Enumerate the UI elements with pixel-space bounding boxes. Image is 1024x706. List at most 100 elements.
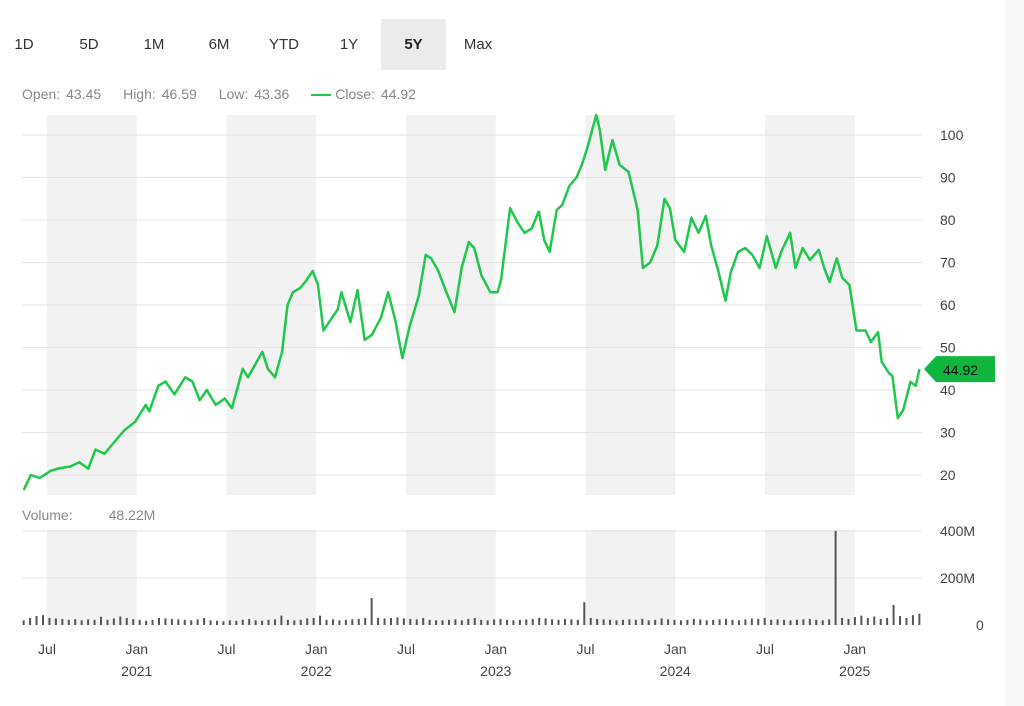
volume-bar	[280, 615, 283, 625]
volume-bar	[725, 618, 728, 625]
volume-bar	[364, 617, 367, 625]
y-tick-label: 80	[940, 212, 956, 228]
x-tick-label: Jan	[305, 641, 328, 657]
volume-tick-label: 0	[976, 617, 984, 633]
volume-bar	[518, 619, 521, 625]
volume-bar	[589, 617, 592, 625]
volume-bar	[679, 620, 682, 625]
volume-bar	[499, 618, 502, 625]
volume-bar	[847, 618, 850, 625]
open-value: 43.45	[66, 86, 102, 102]
volume-bar	[228, 620, 231, 625]
volume-bar	[873, 616, 876, 625]
ohlc-readout: Open: 43.45 High: 46.59 Low: 43.36 Close: 44…	[22, 86, 422, 102]
volume-bar	[293, 620, 296, 625]
volume-bar	[538, 617, 541, 625]
volume-bar	[325, 619, 328, 625]
volume-bar	[602, 619, 605, 625]
volume-bar	[737, 620, 740, 625]
volume-bar	[331, 619, 334, 625]
volume-bar	[692, 618, 695, 625]
volume-bar	[641, 618, 644, 625]
volume-bar	[467, 618, 470, 625]
volume-bar	[879, 618, 882, 625]
last-price-label: 44.92	[943, 362, 978, 378]
volume-bar	[918, 613, 921, 625]
volume-bar	[241, 619, 244, 625]
volume-bar	[899, 616, 902, 625]
volume-bar	[125, 617, 128, 625]
y-tick-label: 50	[940, 340, 956, 356]
x-tick-label: Jul	[38, 641, 56, 657]
tab-5y[interactable]: 5Y	[381, 19, 446, 70]
volume-bar	[557, 619, 560, 625]
volume-bar	[660, 618, 663, 625]
volume-bar	[203, 617, 206, 625]
volume-bar	[512, 620, 515, 625]
close-price-line	[22, 113, 921, 491]
volume-bar	[621, 619, 624, 625]
volume-bar	[29, 617, 32, 625]
tab-5d[interactable]: 5D	[79, 36, 99, 53]
volume-bar	[815, 619, 818, 625]
volume-bar	[190, 620, 193, 625]
volume-bar	[615, 620, 618, 625]
volume-bar	[776, 619, 779, 625]
volume-bar	[112, 618, 115, 625]
y-tick-label: 70	[940, 255, 956, 271]
volume-bar	[763, 617, 766, 625]
tab-6m[interactable]: 6M	[208, 36, 230, 53]
volume-bar	[145, 620, 148, 625]
volume-bar	[795, 619, 798, 625]
volume-bar	[428, 619, 431, 625]
volume-bar	[344, 619, 347, 625]
volume-bar	[254, 620, 257, 625]
x-tick-label: Jan	[484, 641, 507, 657]
volume-bar	[267, 619, 270, 625]
volume-bar	[54, 618, 57, 625]
x-tick-year: 2022	[301, 663, 332, 679]
volume-bar	[886, 617, 889, 625]
x-tick-label: Jan	[125, 641, 148, 657]
volume-bar	[164, 618, 167, 625]
volume-bar	[351, 619, 354, 625]
open-label: Open:	[22, 86, 61, 102]
tab-1m[interactable]: 1M	[143, 36, 165, 53]
volume-bar	[628, 619, 631, 625]
volume-bar	[319, 615, 322, 625]
tab-ytd[interactable]: YTD	[269, 36, 299, 53]
volume-tick-label: 200M	[940, 570, 975, 586]
volume-bar	[157, 617, 160, 625]
volume-bar	[828, 619, 831, 625]
x-tick-label: Jul	[218, 641, 236, 657]
volume-bar	[177, 619, 180, 625]
volume-bar	[74, 619, 77, 625]
volume-bar	[377, 617, 380, 625]
tab-max[interactable]: Max	[463, 36, 493, 53]
volume-bar	[654, 619, 657, 625]
tab-1d[interactable]: 1D	[14, 36, 34, 53]
volume-bar	[80, 620, 83, 625]
x-tick-label: Jan	[664, 641, 687, 657]
volume-bar	[41, 615, 44, 625]
volume-bar	[215, 620, 218, 625]
volume-bar	[866, 617, 869, 625]
tab-1y[interactable]: 1Y	[339, 36, 359, 53]
volume-bar	[686, 619, 689, 625]
low-value: 43.36	[254, 86, 290, 102]
volume-bar	[441, 620, 444, 625]
volume-bar	[905, 617, 908, 625]
volume-bar	[596, 618, 599, 625]
volume-bar	[750, 618, 753, 625]
volume-value: 48.22M	[108, 507, 156, 523]
volume-bar	[454, 619, 457, 625]
volume-bar	[209, 620, 212, 625]
volume-bar	[383, 618, 386, 625]
y-tick-label: 100	[940, 127, 964, 143]
volume-bar	[853, 617, 856, 625]
volume-bar	[370, 597, 373, 625]
x-tick-year: 2021	[121, 663, 152, 679]
volume-bar	[531, 618, 534, 625]
volume-bar	[93, 619, 96, 625]
